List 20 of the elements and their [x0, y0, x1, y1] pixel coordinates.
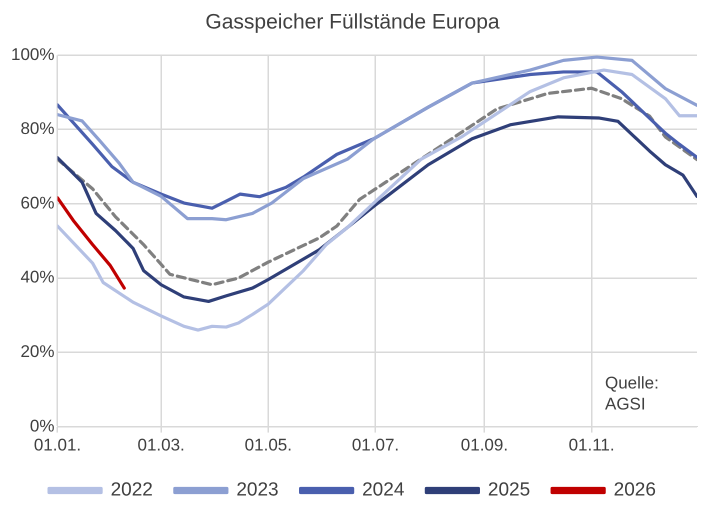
legend-label: 2022 [110, 480, 153, 501]
y-tick-label: 20% [20, 342, 54, 362]
x-tick-label: 01.09. [460, 435, 508, 454]
x-tick-label: 01.07. [352, 435, 400, 454]
y-tick-label: 60% [20, 193, 54, 212]
chart-title: Gasspeicher Füllstände Europa [205, 10, 500, 34]
x-tick-label: 01.05. [244, 435, 292, 454]
y-tick-label: 0% [30, 416, 54, 436]
y-tick-label: 80% [20, 119, 54, 138]
legend-label: 2025 [488, 480, 530, 501]
line-series [57, 86, 697, 286]
legend-label: 2024 [362, 480, 405, 501]
y-tick-label: 100% [10, 44, 54, 64]
x-tick-label: 01.03. [138, 435, 185, 454]
legend-label: 2026 [614, 480, 656, 501]
x-tick-label: 01.01. [34, 435, 82, 454]
legend-label: 2023 [236, 480, 279, 501]
annotation: Quelle: AGSI [605, 374, 659, 414]
y-tick-label: 40% [20, 268, 54, 287]
x-tick-label: 01.11. [568, 435, 615, 454]
